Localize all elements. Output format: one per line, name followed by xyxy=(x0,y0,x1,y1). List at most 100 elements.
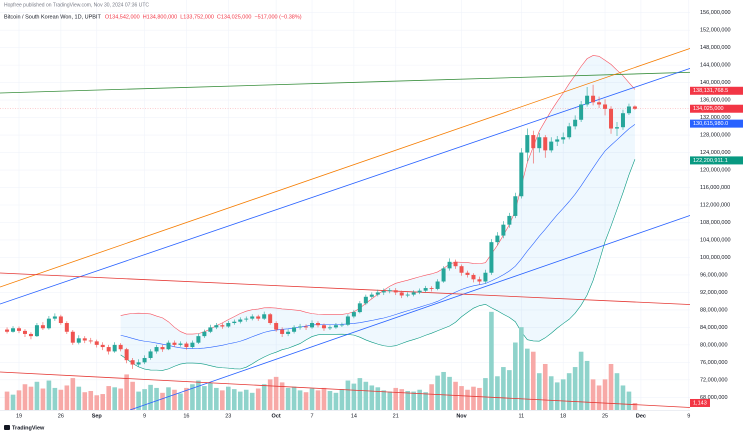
candle-body xyxy=(423,288,428,291)
legend-value: C134,025,000 xyxy=(217,14,252,20)
candle-body xyxy=(441,268,446,282)
candle-body xyxy=(549,141,554,151)
volume-bar xyxy=(345,380,351,410)
candle-body xyxy=(178,343,183,345)
volume-bar xyxy=(554,382,560,410)
volume-bar xyxy=(76,386,82,410)
volume-bar xyxy=(130,381,135,410)
y-tick-label: 104,000,000 xyxy=(700,237,731,243)
candle-body xyxy=(465,272,470,275)
brand-logo xyxy=(4,425,10,430)
candle-body xyxy=(130,360,135,365)
volume-bar xyxy=(10,394,16,410)
volume-bar xyxy=(226,386,231,410)
volume-bar xyxy=(124,374,129,410)
volume-bar xyxy=(501,367,506,410)
y-tick-label: 72,000,000 xyxy=(700,377,728,383)
volume-bar xyxy=(333,392,339,410)
candle-body xyxy=(573,119,578,127)
volume-bar xyxy=(196,380,201,410)
candle-body xyxy=(351,312,356,317)
y-tick-label: 100,000,000 xyxy=(700,255,731,261)
volume-bar xyxy=(483,378,488,410)
candle-body xyxy=(429,288,434,289)
candle-body xyxy=(310,323,315,328)
candle-body xyxy=(591,95,596,103)
volume-bar xyxy=(40,388,46,410)
candle-body xyxy=(513,196,518,216)
y-tick-label: 96,000,000 xyxy=(700,272,728,278)
candle-body xyxy=(381,291,386,293)
candle-body xyxy=(202,331,207,337)
candle-body xyxy=(106,347,111,352)
x-tick-label: 16 xyxy=(183,413,189,419)
volume-bar xyxy=(166,387,171,410)
y-tick-label: 80,000,000 xyxy=(700,342,728,348)
candle-body xyxy=(11,328,16,332)
trend-lines xyxy=(0,44,701,411)
volume-bar xyxy=(154,387,159,410)
x-tick-label: Oct xyxy=(272,413,281,419)
y-tick-label: 112,000,000 xyxy=(700,202,730,208)
candle-body xyxy=(196,336,201,343)
volume-bar xyxy=(94,395,100,410)
candle-body xyxy=(118,344,123,350)
candle-body xyxy=(561,137,566,140)
volume-bar xyxy=(231,389,237,410)
candle-body xyxy=(280,329,285,334)
volume-bar xyxy=(566,373,572,410)
volume-bar xyxy=(273,376,279,410)
band-fill xyxy=(120,55,635,371)
volume-bar xyxy=(249,392,255,410)
candle-body xyxy=(238,319,243,322)
volume-bar xyxy=(381,390,387,410)
price-label-box xyxy=(690,119,743,128)
volume-bar xyxy=(513,342,518,410)
candle-body xyxy=(316,323,320,326)
publisher: Hopfree published on TradingView.com, No… xyxy=(4,2,149,8)
y-tick-label: 76,000,000 xyxy=(700,360,728,366)
candle-body xyxy=(142,357,147,363)
volume-bar xyxy=(70,378,76,410)
x-tick-label: Nov xyxy=(456,413,467,419)
volume-bar xyxy=(237,391,243,410)
volume-bar xyxy=(459,386,464,410)
volume-bar xyxy=(261,384,267,410)
ohlc-legend: O134,542,000 H134,800,000 L133,752,000 C134… xyxy=(105,14,302,20)
candle-body xyxy=(543,137,548,151)
volume-bar xyxy=(220,390,225,410)
volume-bar xyxy=(375,387,381,410)
candle-body xyxy=(339,324,344,326)
volume-bar xyxy=(291,386,297,410)
x-tick-label: 25 xyxy=(602,413,608,419)
volume-pane xyxy=(4,311,638,410)
candle-body xyxy=(124,349,129,361)
candle-body xyxy=(531,135,536,149)
candle-body xyxy=(58,316,63,324)
volume-bar xyxy=(387,391,393,410)
volume-bar xyxy=(297,390,303,410)
y-tick-label: 88,000,000 xyxy=(700,307,728,313)
candle-body xyxy=(22,330,27,334)
candle-body xyxy=(112,344,117,352)
band-basis xyxy=(120,124,636,349)
candle-body xyxy=(363,296,368,304)
y-tick-label: 84,000,000 xyxy=(700,325,728,331)
volume-bar xyxy=(602,379,608,410)
candle-body xyxy=(525,135,530,153)
volume-bar xyxy=(620,385,626,410)
volume-bar xyxy=(142,389,147,410)
volume-bar xyxy=(279,382,285,410)
symbol: Bitcoin / South Korean Won, 1D, UPBIT xyxy=(4,14,101,20)
y-tick-label: 116,000,000 xyxy=(700,185,730,191)
y-tick-label: 140,000,000 xyxy=(700,80,731,86)
trend-line-red-upper xyxy=(0,272,701,306)
volume-bar xyxy=(542,363,548,410)
price-label: 134,025,000 xyxy=(693,106,724,112)
y-tick-label: 120,000,000 xyxy=(700,167,731,173)
candle-body xyxy=(369,294,374,297)
x-tick-label: 21 xyxy=(393,413,399,419)
candle-body xyxy=(489,242,494,273)
x-tick-label: Sep xyxy=(92,413,103,419)
x-tick-label: 7 xyxy=(310,413,313,419)
